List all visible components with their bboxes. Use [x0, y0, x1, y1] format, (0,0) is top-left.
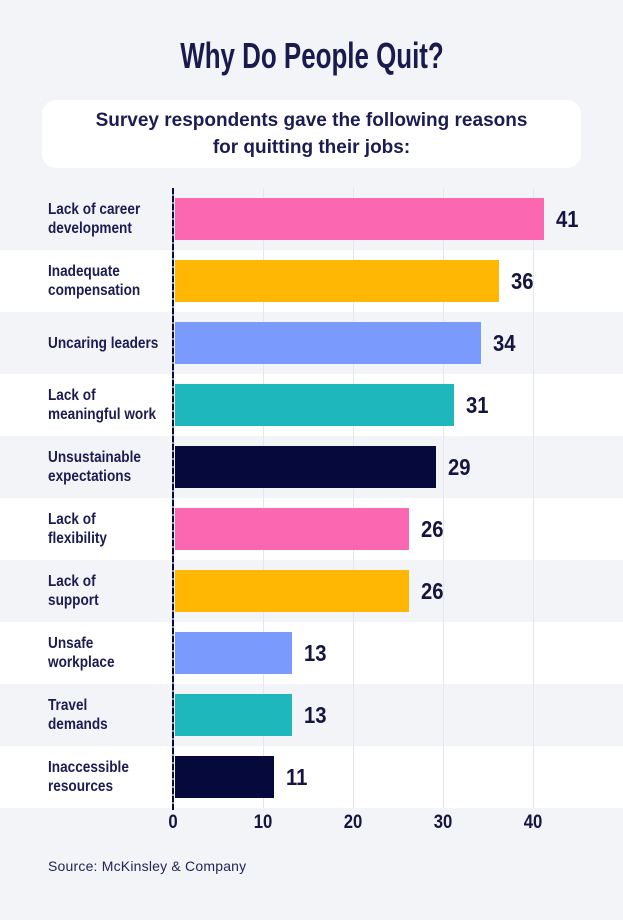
bar — [175, 632, 292, 674]
chart-row: Unsafe workplace 13 — [0, 622, 623, 684]
value-label-text: 26 — [421, 515, 444, 542]
category-label-text: Travel demands — [48, 697, 108, 733]
bar — [175, 446, 436, 488]
chart-rows: Lack of career development 41 Inadequate c… — [0, 188, 623, 808]
value-label: 13 — [304, 684, 330, 746]
category-label-text: Inaccessible resources — [48, 759, 129, 795]
category-label: Unsafe workplace — [48, 622, 198, 684]
category-label: Unsustainable expectations — [48, 436, 198, 498]
value-label-text: 41 — [556, 205, 579, 232]
value-label: 41 — [556, 188, 582, 250]
category-label: Inadequate compensation — [48, 250, 198, 312]
x-tick-label: 0 — [168, 810, 179, 836]
value-label-text: 31 — [466, 391, 489, 418]
x-tick-label: 10 — [252, 810, 273, 836]
category-label: Inaccessible resources — [48, 746, 198, 808]
value-label: 13 — [304, 622, 330, 684]
category-label-text: Lack of meaningful work — [48, 387, 157, 423]
category-label: Lack of flexibility — [48, 498, 198, 560]
subtitle-text: Survey respondents gave the following re… — [95, 110, 528, 158]
value-label-text: 13 — [304, 639, 327, 666]
bar — [175, 694, 292, 736]
page-title-text: Why Do People Quit? — [179, 35, 444, 76]
value-label-text: 29 — [448, 453, 471, 480]
value-label: 26 — [421, 560, 447, 622]
chart-row: Inaccessible resources 11 — [0, 746, 623, 808]
value-label: 34 — [493, 312, 519, 374]
category-label-text: Uncaring leaders — [48, 334, 159, 352]
bar — [175, 570, 409, 612]
value-label-text: 13 — [304, 701, 327, 728]
bar — [175, 384, 454, 426]
chart-row: Lack of meaningful work 31 — [0, 374, 623, 436]
y-axis-line — [172, 188, 174, 810]
bar — [175, 322, 481, 364]
chart-row: Travel demands 13 — [0, 684, 623, 746]
category-label: Travel demands — [48, 684, 198, 746]
bar-chart: Lack of career development 41 Inadequate c… — [0, 188, 623, 810]
category-label: Uncaring leaders — [48, 312, 198, 374]
chart-row: Inadequate compensation 36 — [0, 250, 623, 312]
chart-row: Lack of career development 41 — [0, 188, 623, 250]
value-label: 26 — [421, 498, 447, 560]
category-label-text: Lack of support — [48, 573, 99, 609]
category-label-text: Inadequate compensation — [48, 263, 141, 299]
x-tick-label-text: 30 — [433, 812, 453, 833]
value-label: 29 — [448, 436, 474, 498]
bar — [175, 508, 409, 550]
x-axis-ticks: 0 10 20 30 40 — [0, 810, 623, 836]
bar — [175, 198, 544, 240]
subtitle-card: Survey respondents gave the following re… — [42, 100, 581, 168]
category-label-text: Lack of flexibility — [48, 511, 107, 547]
chart-row: Unsustainable expectations 29 — [0, 436, 623, 498]
value-label-text: 36 — [511, 267, 534, 294]
value-label: 11 — [286, 746, 310, 808]
x-tick-label: 20 — [342, 810, 363, 836]
chart-row: Uncaring leaders 34 — [0, 312, 623, 374]
value-label-text: 26 — [421, 577, 444, 604]
category-label: Lack of support — [48, 560, 198, 622]
x-tick-label: 40 — [522, 810, 543, 836]
category-label-text: Unsustainable expectations — [48, 449, 141, 485]
value-label: 36 — [511, 250, 537, 312]
bar — [175, 260, 499, 302]
category-label: Lack of career development — [48, 188, 198, 250]
x-tick-label-text: 20 — [343, 812, 363, 833]
category-label-text: Lack of career development — [48, 201, 141, 237]
chart-row: Lack of flexibility 26 — [0, 498, 623, 560]
source-text: Source: McKinsley & Company — [48, 858, 247, 874]
page-title: Why Do People Quit? — [0, 34, 623, 78]
category-label-text: Unsafe workplace — [48, 635, 115, 671]
value-label-text: 34 — [493, 329, 516, 356]
category-label: Lack of meaningful work — [48, 374, 198, 436]
chart-row: Lack of support 26 — [0, 560, 623, 622]
value-label-text: 11 — [286, 763, 308, 790]
x-tick-label-text: 40 — [523, 812, 543, 833]
x-tick-label-text: 0 — [168, 812, 178, 833]
value-label: 31 — [466, 374, 492, 436]
x-tick-label: 30 — [432, 810, 453, 836]
bar — [175, 756, 274, 798]
x-tick-label-text: 10 — [253, 812, 273, 833]
